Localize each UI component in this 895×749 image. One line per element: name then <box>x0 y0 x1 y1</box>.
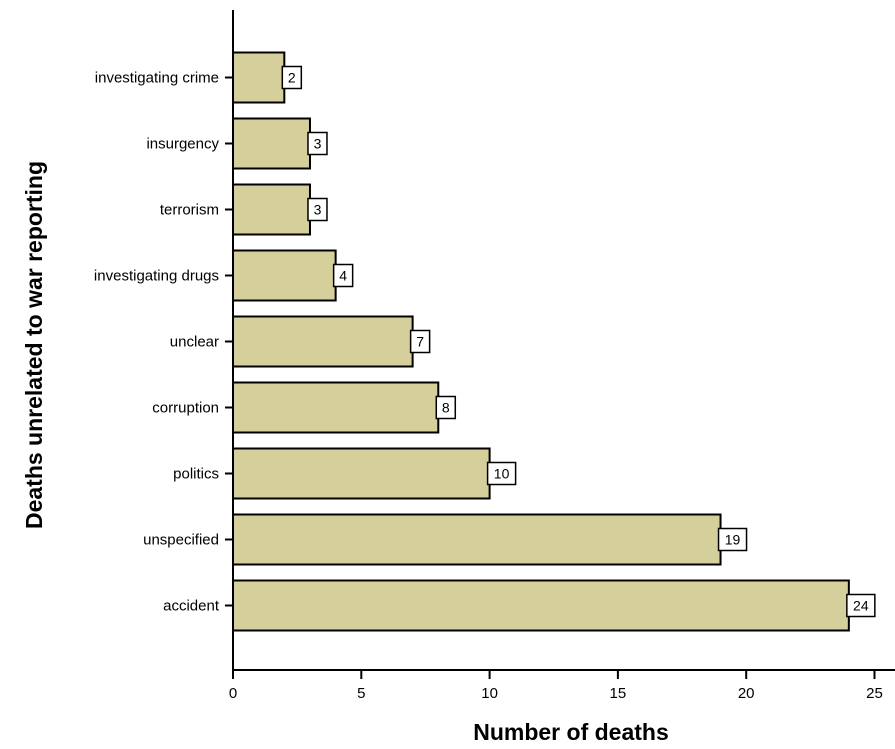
bar-corruption <box>232 381 440 434</box>
data-label-box <box>409 329 431 354</box>
bar-investigating-crime <box>232 51 286 104</box>
data-label: 8 <box>442 400 450 416</box>
category-labels: investigating crime insurgency terrorism in… <box>94 70 233 615</box>
data-label: 2 <box>288 70 296 86</box>
data-label-box <box>307 197 328 222</box>
category-label-terrorism: terrorism <box>160 202 219 219</box>
x-tick-label: 25 <box>866 685 883 702</box>
x-tick-label: 20 <box>738 685 755 702</box>
bar-accident <box>232 579 850 632</box>
category-label-investigating-drugs: investigating drugs <box>94 268 219 285</box>
data-label-box <box>486 461 517 486</box>
data-label-box <box>717 527 748 552</box>
x-axis-title: Number of deaths <box>473 719 669 745</box>
data-label-box <box>281 65 303 90</box>
x-tick-label: 15 <box>610 685 627 702</box>
bar-insurgency <box>232 117 311 170</box>
bar-terrorism <box>232 183 311 236</box>
data-label: 3 <box>314 136 322 152</box>
y-axis-title: Deaths unrelated to war reporting <box>21 161 47 529</box>
category-label-unclear: unclear <box>170 334 219 351</box>
x-tick-label: 0 <box>229 685 237 702</box>
category-label-unspecified: unspecified <box>143 532 219 549</box>
data-label: 19 <box>725 532 741 548</box>
bar-unclear <box>232 315 414 368</box>
category-label-accident: accident <box>163 598 220 615</box>
bars-group: 2 3 3 4 7 8 10 19 24 <box>232 51 876 632</box>
data-label: 7 <box>416 334 424 350</box>
data-label-box <box>332 263 354 288</box>
data-label: 3 <box>314 202 322 218</box>
data-label-box <box>846 593 876 618</box>
category-label-insurgency: insurgency <box>146 136 219 153</box>
bar-politics <box>232 447 491 500</box>
category-label-corruption: corruption <box>152 400 219 417</box>
x-tick-label: 10 <box>481 685 498 702</box>
category-label-politics: politics <box>173 466 219 483</box>
data-label: 4 <box>339 268 347 284</box>
x-ticks: 0 5 10 15 20 25 <box>229 670 883 702</box>
x-tick-label: 5 <box>357 685 365 702</box>
bar-unspecified <box>232 513 722 566</box>
data-label: 24 <box>853 598 869 614</box>
category-label-investigating-crime: investigating crime <box>95 70 219 87</box>
data-label: 10 <box>494 466 510 482</box>
bar-investigating-drugs <box>232 249 337 302</box>
data-label-box <box>307 131 328 156</box>
data-label-box <box>435 395 457 420</box>
